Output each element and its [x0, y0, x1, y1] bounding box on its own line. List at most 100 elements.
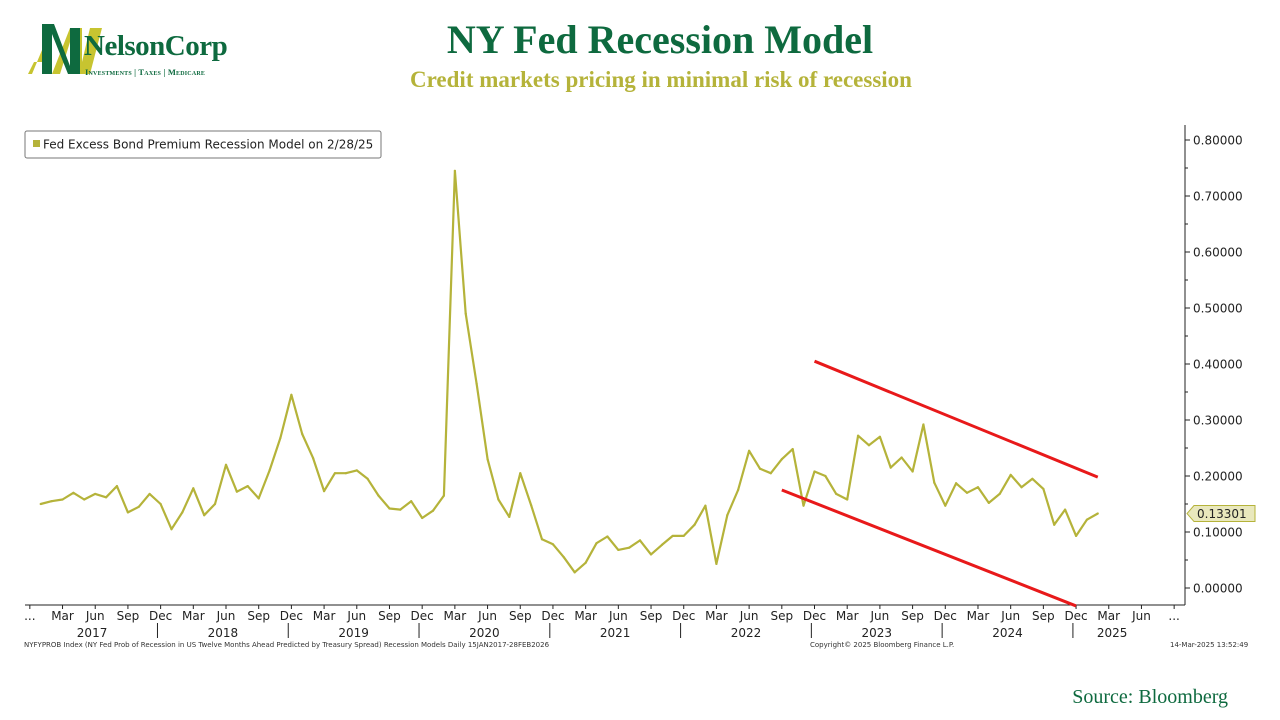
data-point — [889, 466, 892, 469]
data-point — [998, 492, 1001, 496]
x-tick-label: Dec — [803, 609, 826, 623]
year-label: 2017 — [77, 626, 108, 640]
data-point — [475, 382, 478, 385]
y-tick-label: 0.60000 — [1193, 246, 1243, 260]
year-label: 2020 — [469, 626, 500, 640]
data-point — [322, 490, 326, 493]
x-tick-label: Sep — [509, 609, 532, 623]
year-label: 2022 — [731, 626, 762, 640]
data-point — [813, 470, 816, 473]
data-point — [660, 543, 663, 546]
data-point — [540, 538, 544, 541]
x-tick-label: Jun — [477, 609, 497, 623]
data-point — [835, 492, 838, 496]
last-value-tag: 0.13301 — [1186, 505, 1256, 523]
data-point — [279, 436, 282, 440]
data-point — [181, 511, 184, 514]
y-tick-label: 0.10000 — [1193, 526, 1243, 540]
y-tick-label: 0.80000 — [1193, 134, 1243, 148]
x-tick-label: Sep — [640, 609, 663, 623]
data-point — [72, 491, 75, 494]
data-point — [671, 534, 674, 538]
data-point — [235, 490, 238, 493]
legend-swatch — [33, 140, 40, 147]
x-tick-label: Jun — [1131, 609, 1151, 623]
data-point — [268, 469, 271, 472]
x-tick-label: ... — [1168, 609, 1179, 623]
y-tick-label: 0.00000 — [1193, 582, 1243, 596]
x-tick-label: Sep — [1032, 609, 1055, 623]
data-point — [421, 516, 424, 520]
year-label: 2019 — [338, 626, 369, 640]
data-point — [519, 472, 522, 475]
data-point — [115, 484, 119, 488]
x-tick-label: Dec — [672, 609, 695, 623]
x-tick-label: Sep — [378, 609, 401, 623]
data-point — [1096, 512, 1099, 515]
data-point — [584, 561, 587, 564]
data-point — [726, 514, 729, 517]
data-point — [246, 484, 249, 488]
data-point — [965, 491, 969, 494]
legend-label: Fed Excess Bond Premium Recession Model … — [43, 138, 373, 152]
x-tick-label: Mar — [313, 609, 336, 623]
x-tick-label: Sep — [770, 609, 793, 623]
data-point — [137, 505, 140, 508]
x-tick-label: Jun — [739, 609, 759, 623]
footer-index-description: NYFYPROB Index (NY Fed Prob of Recession… — [24, 641, 550, 649]
data-point — [213, 502, 217, 506]
data-point — [399, 508, 402, 511]
data-point — [126, 511, 130, 514]
data-point — [366, 477, 369, 480]
year-label: 2025 — [1097, 626, 1128, 640]
data-point — [617, 548, 620, 552]
data-point — [900, 456, 903, 459]
x-tick-label: Jun — [346, 609, 366, 623]
data-point — [606, 535, 609, 538]
series-line-recession-probability — [40, 169, 1099, 574]
data-point — [693, 523, 696, 526]
data-point — [290, 393, 293, 396]
logo-name: NelsonCorp — [84, 30, 228, 62]
year-label: 2023 — [861, 626, 892, 640]
last-value-tag-box — [1186, 505, 1256, 523]
data-point — [955, 482, 958, 485]
data-point — [933, 481, 936, 484]
last-value-label: 0.13301 — [1197, 507, 1247, 521]
data-point — [1020, 486, 1023, 489]
x-tick-label: ... — [24, 609, 35, 623]
data-point — [94, 492, 97, 496]
data-point — [39, 502, 42, 506]
data-point — [704, 504, 707, 507]
data-point — [628, 546, 631, 549]
data-point — [769, 472, 772, 475]
x-tick-label: Jun — [216, 609, 236, 623]
data-point — [344, 472, 347, 475]
data-point — [159, 502, 162, 506]
data-point — [682, 534, 685, 538]
data-point — [737, 488, 740, 492]
x-tick-label: Jun — [870, 609, 890, 623]
data-point — [987, 501, 990, 504]
x-tick-label: Sep — [901, 609, 924, 623]
data-point — [431, 509, 435, 512]
year-label: 2021 — [600, 626, 631, 640]
data-point — [867, 444, 871, 447]
data-point — [976, 486, 980, 489]
x-tick-label: Mar — [182, 609, 205, 623]
x-tick-label: Mar — [51, 609, 74, 623]
data-point — [551, 543, 555, 546]
data-point — [170, 528, 173, 531]
x-tick-label: Mar — [574, 609, 597, 623]
x-tick-label: Mar — [967, 609, 990, 623]
data-point — [530, 504, 533, 507]
data-point — [922, 423, 925, 426]
data-point — [1042, 487, 1045, 490]
x-tick-label: Dec — [934, 609, 957, 623]
y-tick-label: 0.50000 — [1193, 302, 1243, 316]
x-tick-label: Sep — [117, 609, 140, 623]
y-tick-label: 0.20000 — [1193, 470, 1243, 484]
data-point — [1074, 534, 1078, 538]
data-point — [573, 571, 576, 574]
